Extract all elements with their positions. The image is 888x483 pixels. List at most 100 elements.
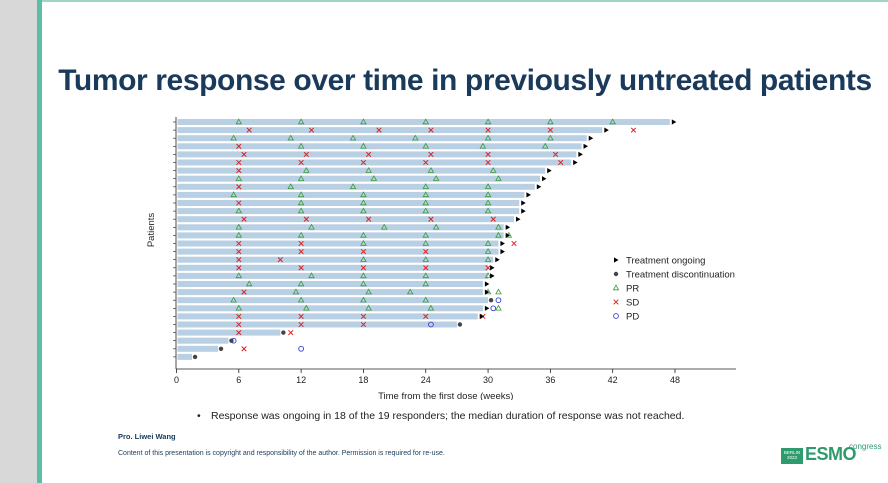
sd-marker <box>298 313 304 320</box>
sd-marker <box>236 257 242 263</box>
pr-marker <box>360 191 367 198</box>
pr-marker <box>484 191 492 198</box>
pr-marker <box>484 256 492 262</box>
discontinuation-marker <box>281 330 286 335</box>
pr-marker <box>297 118 305 125</box>
pr-marker <box>230 191 237 198</box>
ongoing-marker <box>490 265 495 271</box>
ongoing-marker <box>573 159 578 166</box>
legend-label-PD: PD <box>626 312 639 323</box>
sd-marker <box>236 329 242 336</box>
sd-marker <box>376 127 382 133</box>
pr-marker <box>432 223 440 230</box>
patient-bar <box>177 240 499 247</box>
sd-marker <box>298 240 304 247</box>
pd-marker <box>298 345 304 352</box>
patient-bar <box>177 256 494 263</box>
sd-marker <box>511 240 517 247</box>
patient-bar <box>177 321 457 328</box>
patient-bar <box>177 272 489 279</box>
pr-marker <box>422 272 430 279</box>
pr-marker <box>412 134 419 141</box>
pd-marker <box>428 321 434 328</box>
sd-marker <box>236 248 242 255</box>
legend-marker-discontinuation <box>613 271 619 277</box>
pr-marker <box>422 231 430 238</box>
ongoing-marker <box>500 240 505 247</box>
pr-marker <box>360 296 367 303</box>
pr-marker <box>292 288 300 295</box>
sd-marker <box>360 248 367 255</box>
patient-bar <box>177 143 582 150</box>
sd-marker <box>428 151 434 158</box>
pr-marker <box>297 191 305 198</box>
pr-marker <box>230 296 237 303</box>
patient-bar <box>177 183 535 190</box>
ongoing-marker <box>500 249 505 255</box>
pr-marker <box>235 207 243 214</box>
x-tick-label: 6 <box>236 375 241 385</box>
pr-marker <box>484 199 492 206</box>
patient-bar <box>177 289 483 296</box>
logo-suffix: congress <box>849 442 882 451</box>
ongoing-marker <box>484 305 490 311</box>
x-tick-label: 0 <box>174 375 179 385</box>
x-tick-label: 12 <box>296 375 306 385</box>
sd-marker <box>360 159 367 166</box>
ongoing-marker <box>547 168 552 174</box>
legend-marker-ongoing <box>614 257 619 263</box>
pr-marker <box>308 272 315 279</box>
pr-marker <box>422 239 430 246</box>
sd-marker <box>490 216 496 222</box>
pr-marker <box>360 199 367 206</box>
sd-marker <box>236 159 242 166</box>
pr-marker <box>303 304 310 311</box>
x-tick-label: 24 <box>421 375 431 385</box>
legend-label-SD: SD <box>626 298 639 309</box>
pr-marker <box>349 183 357 190</box>
slide: Tumor response over time in previously u… <box>42 0 888 483</box>
logo-name: ESMO <box>805 444 857 464</box>
pr-marker <box>365 166 372 173</box>
pr-marker <box>422 199 430 206</box>
patient-bar <box>177 345 219 352</box>
sd-marker <box>236 313 242 320</box>
patient-bar <box>177 353 193 360</box>
patient-bar <box>177 208 520 215</box>
ongoing-marker <box>671 119 677 125</box>
pr-marker <box>484 183 492 190</box>
patient-bar <box>177 191 525 198</box>
sd-marker <box>303 216 309 222</box>
pr-marker <box>360 231 367 238</box>
x-tick-label: 18 <box>358 375 368 385</box>
pr-marker <box>360 239 367 246</box>
sd-marker <box>423 159 429 166</box>
pr-marker <box>235 272 243 279</box>
pr-marker <box>489 166 497 173</box>
sd-marker <box>236 265 242 271</box>
pr-marker <box>297 296 305 303</box>
pr-marker <box>484 247 492 254</box>
ongoing-marker <box>479 313 485 319</box>
pr-marker <box>547 118 554 125</box>
sd-marker <box>552 151 559 158</box>
pr-marker <box>297 280 305 287</box>
legend-label-discontinuation: Treatment discontinuation <box>626 270 735 281</box>
ongoing-marker <box>541 176 547 182</box>
pr-marker <box>427 166 435 173</box>
patient-bar <box>177 159 572 166</box>
pr-marker <box>360 142 367 149</box>
discontinuation-marker <box>192 354 198 360</box>
sd-marker <box>485 127 491 133</box>
pr-marker <box>479 142 487 149</box>
sd-marker <box>423 248 429 255</box>
patient-bar <box>177 127 603 134</box>
pr-marker <box>422 296 430 303</box>
top-accent-line <box>42 0 888 2</box>
ongoing-marker <box>505 232 511 238</box>
pr-marker <box>495 223 502 230</box>
patient-bar <box>177 135 587 142</box>
pr-marker <box>484 239 492 246</box>
patient-bar <box>177 281 483 287</box>
pr-marker <box>360 280 367 287</box>
